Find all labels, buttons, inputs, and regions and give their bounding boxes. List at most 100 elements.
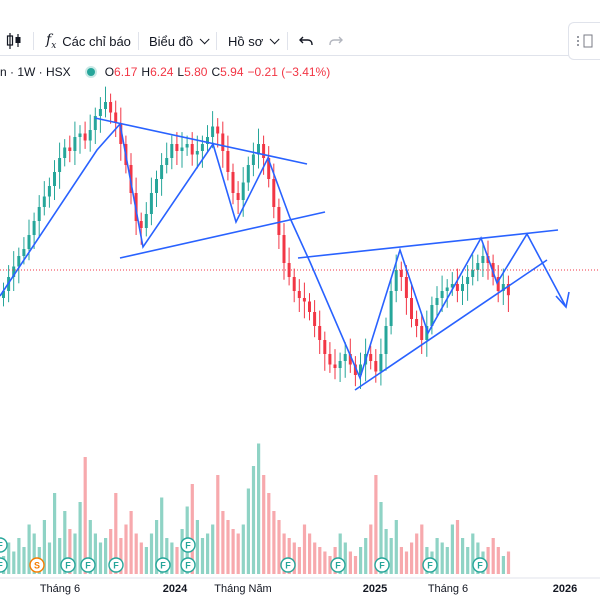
candle [149, 177, 153, 226]
trendline[interactable] [354, 259, 548, 391]
undo-button[interactable] [298, 28, 314, 54]
svg-text:F: F [185, 561, 191, 571]
candle [455, 268, 459, 303]
candle [170, 135, 174, 170]
volume-bar [124, 524, 128, 574]
candle [68, 135, 72, 163]
candle [323, 331, 327, 371]
candle [277, 198, 281, 249]
zigzag-path[interactable] [0, 122, 291, 297]
candlestick-series [2, 86, 510, 389]
event-badge[interactable]: F [180, 537, 196, 553]
volume-bar [262, 475, 266, 574]
candle [195, 135, 199, 169]
market-status-icon[interactable] [86, 68, 95, 76]
volume-bar [440, 542, 444, 574]
volume-bar [379, 502, 383, 574]
event-badge[interactable]: F [422, 557, 438, 573]
series-legend: n · 1W · HSX O 6.17 H 6.24 L 5.80 C 5.94… [0, 64, 334, 80]
candle [445, 279, 449, 308]
candle [389, 279, 393, 335]
change-value: −0.21 (−3.41%) [247, 65, 331, 79]
volume-bar [119, 538, 123, 574]
candle [308, 293, 311, 321]
candle [12, 251, 16, 291]
event-badge[interactable]: F [374, 557, 390, 573]
x-tick-label: Tháng 6 [428, 583, 468, 595]
volume-bar [180, 529, 184, 574]
chart-menu-button[interactable]: Biểu đồ [149, 28, 210, 54]
top-toolbar: fx Các chỉ báo Biểu đồ Hồ sơ [0, 0, 600, 60]
candle [53, 160, 56, 200]
event-badge[interactable]: F [60, 557, 76, 573]
trendline[interactable] [94, 117, 308, 165]
undo-icon [299, 36, 313, 45]
volume-bar [68, 529, 72, 574]
volume-bar [297, 547, 301, 574]
volume-bar [455, 520, 460, 574]
candle [216, 118, 220, 148]
volume-bar [165, 538, 169, 574]
volume-bar [27, 524, 31, 574]
candle [88, 114, 92, 152]
candle [73, 121, 77, 165]
close-key: C [211, 65, 221, 79]
event-badge[interactable]: F [472, 557, 488, 573]
volume-bar [415, 533, 419, 574]
function-icon: fx [46, 31, 57, 51]
volume-bar [257, 443, 261, 574]
event-badge[interactable]: F [80, 557, 96, 573]
event-badge[interactable]: F [0, 537, 8, 553]
candle [2, 282, 5, 307]
candle [144, 202, 148, 237]
candle [282, 223, 286, 280]
volume-bar [251, 466, 256, 574]
volume-bar [450, 524, 454, 574]
volume-bar [277, 520, 281, 574]
svg-text:F: F [185, 541, 191, 551]
candle [221, 121, 225, 168]
symbol-label[interactable]: n · 1W · HSX [0, 65, 71, 79]
event-badge[interactable]: F [155, 557, 171, 573]
event-badge[interactable]: F [280, 557, 296, 573]
zigzag-path[interactable] [289, 217, 566, 381]
volume-bar [104, 538, 108, 574]
event-badge[interactable]: F [0, 557, 8, 573]
candlestick-style-icon[interactable] [4, 28, 24, 54]
candle [343, 342, 347, 378]
candle [257, 128, 260, 169]
candle [155, 170, 158, 207]
candle [410, 282, 413, 328]
volume-bar [389, 538, 393, 574]
close-value: 5.94 [220, 65, 244, 79]
redo-button[interactable] [328, 28, 344, 54]
indicators-button[interactable]: fx Các chỉ báo [46, 28, 131, 54]
svg-text:F: F [427, 561, 433, 571]
event-badge[interactable]: F [108, 557, 124, 573]
trendline[interactable] [297, 229, 559, 259]
volume-bar [226, 520, 230, 574]
candle [251, 142, 255, 177]
volume-bar [190, 484, 194, 574]
candle [379, 338, 383, 386]
volume-bar [32, 533, 36, 574]
volume-bar [466, 547, 470, 574]
profile-menu-button[interactable]: Hồ sơ [228, 28, 280, 54]
volume-bar [58, 538, 62, 574]
volume-bar [231, 529, 235, 574]
event-badge[interactable]: F [180, 557, 196, 573]
volume-bar [88, 520, 92, 574]
candle [236, 181, 240, 214]
candle [461, 275, 464, 305]
volume-bar [404, 551, 409, 574]
right-panel-toggle[interactable] [568, 22, 600, 60]
candle [114, 100, 118, 137]
svg-text:F: F [477, 561, 483, 571]
drawing-tools [0, 117, 570, 391]
volume-bar [374, 475, 378, 574]
event-badge[interactable]: F [330, 557, 346, 573]
volume-bar [348, 551, 352, 574]
volume-bar [359, 547, 363, 574]
event-badge[interactable]: S [29, 557, 45, 573]
